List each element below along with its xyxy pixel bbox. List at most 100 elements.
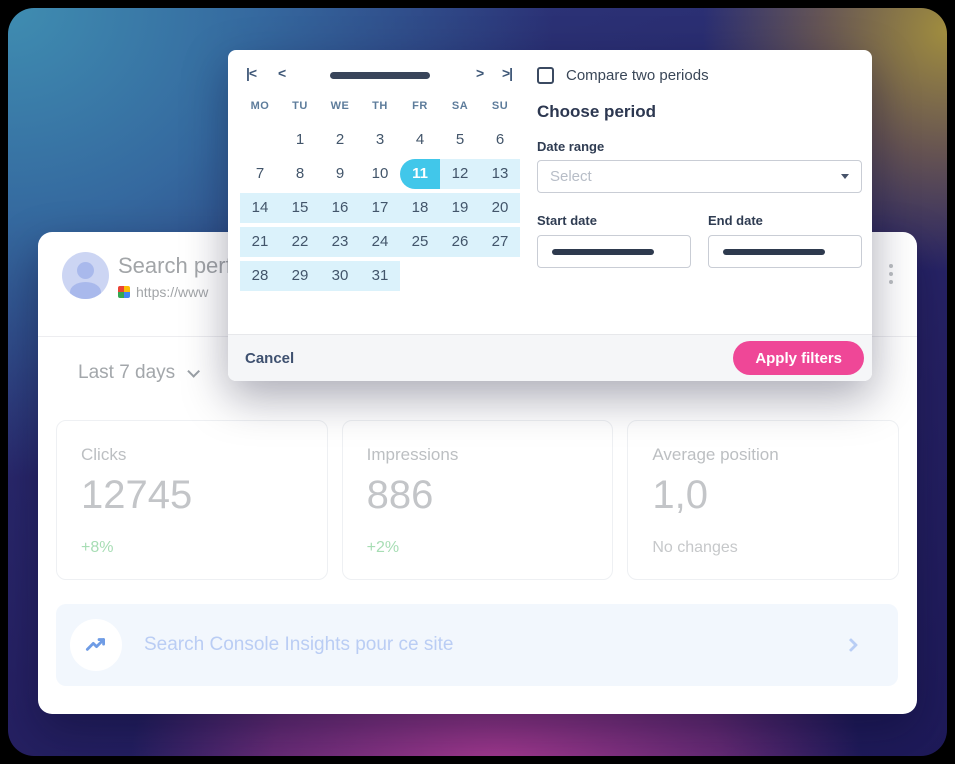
calendar-empty-cell xyxy=(480,261,520,291)
calendar-day[interactable]: 5 xyxy=(455,131,465,148)
person-icon xyxy=(77,262,94,279)
calendar-day[interactable]: 6 xyxy=(495,131,505,148)
calendar-day[interactable]: 1 xyxy=(295,131,305,148)
calendar-grid: 1 2 3 4 5 6 7 8 9 10 11 12 13 14 15 16 17 18 19 20 21 22 23 24 2… xyxy=(240,125,520,295)
stat-label: Average position xyxy=(652,445,779,464)
calendar-weekdays: MO TU WE TH FR SA SU xyxy=(240,100,520,112)
calendar-month-label-redacted xyxy=(330,72,430,79)
stat-delta: +8% xyxy=(81,539,114,556)
stat-label: Clicks xyxy=(81,445,127,464)
apply-filters-button[interactable]: Apply filters xyxy=(733,341,864,375)
calendar-last-button[interactable]: >| xyxy=(502,65,513,81)
page-title: Search perf xyxy=(118,253,232,278)
calendar-day[interactable]: 24 xyxy=(360,227,400,257)
date-filter-label: Last 7 days xyxy=(78,362,176,383)
calendar-day[interactable]: 9 xyxy=(335,165,345,182)
caret-down-icon xyxy=(841,174,849,179)
compare-periods-row[interactable]: Compare two periods xyxy=(537,67,709,84)
start-date-label: Start date xyxy=(537,213,597,228)
weekday-label: TU xyxy=(292,100,308,112)
calendar-day[interactable]: 10 xyxy=(371,165,389,182)
stat-card-clicks: Clicks 12745 +8% xyxy=(56,420,328,580)
calendar-day[interactable]: 15 xyxy=(280,193,320,223)
modal-footer: Cancel Apply filters xyxy=(228,334,872,381)
weekday-label: SU xyxy=(491,100,509,112)
kebab-menu-icon[interactable] xyxy=(881,258,901,290)
stat-value: 886 xyxy=(366,473,434,517)
site-url: https://www xyxy=(136,284,209,300)
calendar-prev-button[interactable]: < xyxy=(278,65,286,81)
calendar-next-button[interactable]: > xyxy=(476,65,484,81)
site-favicon-icon xyxy=(118,286,130,298)
calendar-day[interactable]: 18 xyxy=(400,193,440,223)
calendar-day[interactable]: 25 xyxy=(400,227,440,257)
calendar-day[interactable]: 17 xyxy=(360,193,400,223)
calendar-day[interactable]: 21 xyxy=(240,227,280,257)
stat-value: 12745 xyxy=(81,473,193,517)
calendar-day[interactable]: 13 xyxy=(480,159,520,189)
calendar-week-row: 7 8 9 10 11 12 13 xyxy=(240,159,520,189)
calendar-day[interactable]: 30 xyxy=(320,261,360,291)
compare-periods-label: Compare two periods xyxy=(566,67,709,84)
insights-banner-label: Search Console Insights pour ce site xyxy=(144,634,454,655)
calendar-day[interactable]: 27 xyxy=(480,227,520,257)
choose-period-heading: Choose period xyxy=(537,102,657,121)
site-url-row: https://www xyxy=(118,284,208,300)
calendar-empty-cell xyxy=(400,261,440,291)
calendar-day[interactable]: 3 xyxy=(375,131,385,148)
calendar-week-row: 14 15 16 17 18 19 20 xyxy=(240,193,520,223)
stat-card-average-position: Average position 1,0 No changes xyxy=(627,420,900,580)
calendar-day[interactable]: 28 xyxy=(240,261,280,291)
chevron-down-icon xyxy=(187,364,201,378)
calendar-day[interactable]: 2 xyxy=(335,131,345,148)
weekday-label: MO xyxy=(250,100,270,112)
calendar-first-button[interactable]: |< xyxy=(246,65,257,81)
insights-banner[interactable]: Search Console Insights pour ce site xyxy=(56,604,898,686)
stats-row: Clicks 12745 +8% Impressions 886 +2% Ave… xyxy=(56,420,900,580)
calendar-day[interactable]: 20 xyxy=(480,193,520,223)
stat-delta: +2% xyxy=(366,539,400,556)
stat-delta: No changes xyxy=(652,539,738,556)
person-icon-body xyxy=(70,282,101,299)
compare-periods-checkbox[interactable] xyxy=(537,67,554,84)
chevron-right-icon xyxy=(843,637,859,653)
start-date-value-redacted xyxy=(552,248,654,255)
calendar-day[interactable]: 8 xyxy=(295,165,305,182)
calendar-empty-cell xyxy=(440,261,480,291)
end-date-label: End date xyxy=(708,213,763,228)
calendar-day[interactable]: 11 xyxy=(400,159,440,189)
weekday-label: TH xyxy=(372,100,388,112)
cancel-button[interactable]: Cancel xyxy=(245,349,295,367)
trending-up-icon xyxy=(85,638,105,651)
stat-label: Impressions xyxy=(366,445,459,464)
avatar xyxy=(62,252,109,299)
calendar-week-row: 1 2 3 4 5 6 xyxy=(240,125,520,155)
date-range-label: Date range xyxy=(537,139,605,154)
calendar-day[interactable]: 12 xyxy=(440,159,480,189)
end-date-input[interactable] xyxy=(708,235,862,268)
calendar-day[interactable]: 22 xyxy=(280,227,320,257)
calendar-day[interactable]: 14 xyxy=(240,193,280,223)
date-filter-dropdown[interactable]: Last 7 days xyxy=(78,362,201,384)
calendar-nav: |< < > >| xyxy=(240,64,520,86)
calendar-day[interactable]: 23 xyxy=(320,227,360,257)
stat-card-impressions: Impressions 886 +2% xyxy=(341,420,614,580)
calendar-day[interactable]: 26 xyxy=(440,227,480,257)
insights-icon-circle xyxy=(70,619,122,671)
calendar-week-row: 28 29 30 31 xyxy=(240,261,520,291)
start-date-input[interactable] xyxy=(537,235,691,268)
end-date-value-redacted xyxy=(723,248,825,255)
date-range-select[interactable]: Select xyxy=(537,160,862,193)
calendar-day[interactable]: 29 xyxy=(280,261,320,291)
calendar-day[interactable]: 7 xyxy=(255,165,265,182)
weekday-label: SA xyxy=(451,100,469,112)
weekday-label: FR xyxy=(412,100,428,112)
calendar-day[interactable]: 19 xyxy=(440,193,480,223)
calendar-week-row: 21 22 23 24 25 26 27 xyxy=(240,227,520,257)
calendar-day[interactable]: 31 xyxy=(360,261,400,291)
calendar-day[interactable]: 16 xyxy=(320,193,360,223)
date-picker-modal: |< < > >| MO TU WE TH FR SA SU 1 2 3 4 5 6 7 8 9 10 11 12… xyxy=(228,50,872,381)
calendar-day[interactable]: 4 xyxy=(415,131,425,148)
stat-value: 1,0 xyxy=(652,473,708,517)
